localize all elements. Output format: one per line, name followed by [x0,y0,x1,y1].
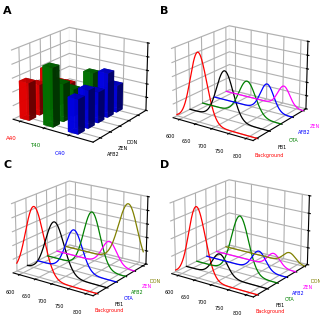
Text: B: B [160,6,168,16]
Text: C: C [3,160,11,170]
Text: A: A [3,6,12,16]
Text: D: D [160,160,169,170]
